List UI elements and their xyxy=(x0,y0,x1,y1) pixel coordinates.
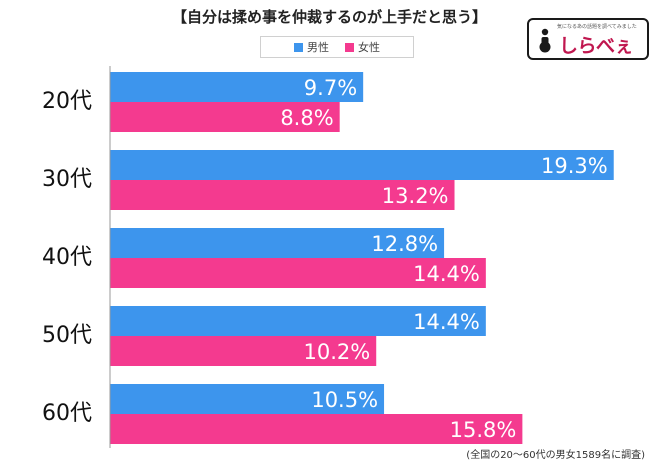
data-label-female: 13.2% xyxy=(382,184,449,208)
category-label: 40代 xyxy=(42,245,92,270)
data-label-male: 14.4% xyxy=(413,310,480,334)
logo-tagline: 気になるあの話題を調べてみました xyxy=(557,24,637,30)
legend: 男性 女性 xyxy=(260,36,414,58)
data-label-female: 8.8% xyxy=(280,106,333,130)
legend-swatch-male xyxy=(294,42,303,52)
data-label-female: 14.4% xyxy=(413,262,480,286)
bar-female xyxy=(110,336,377,366)
bar-male xyxy=(110,306,486,336)
data-label-male: 12.8% xyxy=(371,232,438,256)
chart-title: 【自分は揉め事を仲裁するのが上手だと思う】 xyxy=(171,8,487,26)
bar-female xyxy=(110,102,340,132)
bar-female xyxy=(110,414,523,444)
legend-label-female: 女性 xyxy=(358,41,380,54)
data-label-female: 10.2% xyxy=(304,340,371,364)
legend-swatch-female xyxy=(345,42,354,52)
data-label-female: 15.8% xyxy=(450,418,517,442)
category-label: 30代 xyxy=(42,167,92,192)
logo-i-mark-icon xyxy=(539,28,551,53)
data-label-male: 10.5% xyxy=(311,388,378,412)
bar-female xyxy=(110,180,455,210)
bar-male xyxy=(110,150,614,180)
bar-male xyxy=(110,228,445,258)
bar-male xyxy=(110,384,385,414)
category-label: 50代 xyxy=(42,323,92,348)
shirabee-logo: 気になるあの話題を調べてみました しらべぇ xyxy=(527,18,649,60)
footnote: (全国の20〜60代の男女1589名に調査) xyxy=(466,450,645,461)
legend-label-male: 男性 xyxy=(307,41,329,54)
legend-item-female: 女性 xyxy=(345,39,380,55)
data-label-male: 19.3% xyxy=(541,154,608,178)
legend-item-male: 男性 xyxy=(294,39,329,55)
bar-female xyxy=(110,258,486,288)
bar-male xyxy=(110,72,364,102)
category-label: 60代 xyxy=(42,401,92,426)
logo-text: しらべぇ xyxy=(559,35,634,57)
data-label-male: 9.7% xyxy=(304,76,357,100)
category-label: 20代 xyxy=(42,89,92,114)
